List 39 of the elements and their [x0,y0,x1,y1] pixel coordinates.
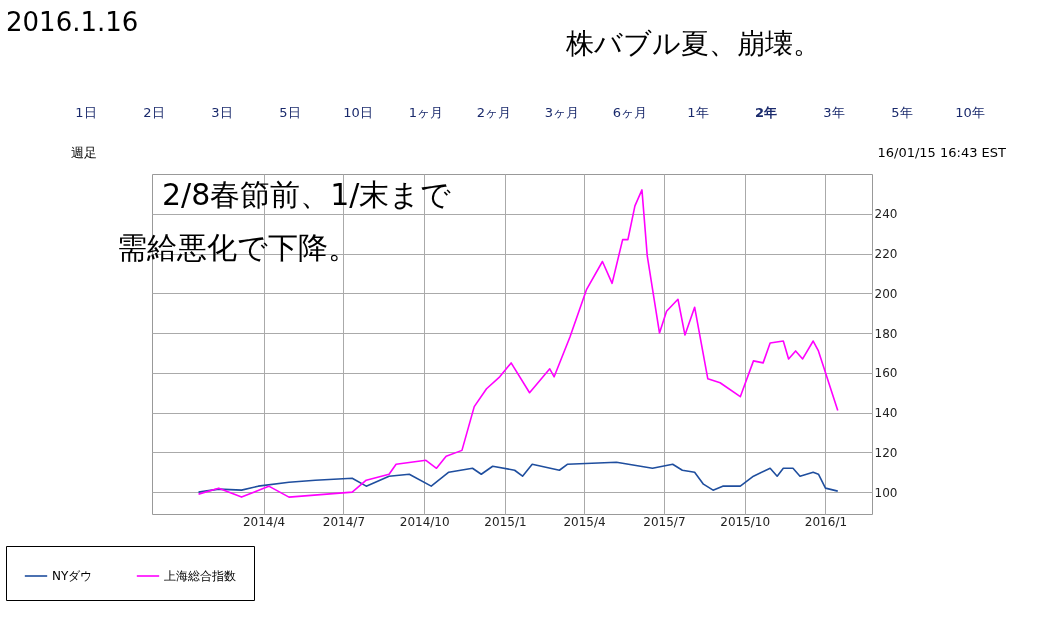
text: 2日 [143,105,165,120]
y-tick-label: 140 [874,406,898,421]
text: 3日 [211,105,233,120]
text: 5年 [891,105,913,120]
text: 5日 [279,105,301,120]
y-tick-label: 180 [874,326,898,341]
x-tick-label: 2016/1 [804,514,848,529]
text: 16/01/15 16:43 EST [877,145,1007,160]
x-tick-label: 2014/10 [399,514,450,529]
y-tick-label: 100 [874,485,898,500]
x-tick-label: 2015/10 [720,514,771,529]
x-tick-label: 2015/7 [643,514,686,529]
text: 1日 [75,105,97,120]
legend-label: 上海総合指数 [164,569,236,583]
y-tick-label: 160 [874,366,898,381]
y-tick-label: 240 [874,207,898,222]
x-tick-label: 2015/1 [484,514,527,529]
annotation: 2/8春節前、1/末まで [162,177,452,212]
line-series [197,461,839,493]
text: 3ヶ月 [544,105,580,120]
text: 2年 [754,105,778,120]
text: 10年 [955,105,985,120]
text: 10日 [343,105,373,120]
y-tick-label: 120 [874,445,898,460]
legend-label: NYダウ [52,569,93,583]
text: 株バブル夏、崩壊。 [565,27,821,60]
annotation: 需給悪化で下降。 [117,230,358,265]
y-tick-label: 200 [874,286,898,301]
x-tick-label: 2014/7 [322,514,366,529]
text: 1ヶ月 [408,105,444,120]
text: 1年 [687,105,709,120]
text: 2016.1.16 [6,7,139,37]
y-tick-label: 220 [874,247,898,262]
text: 週足 [71,145,97,160]
text: 3年 [823,105,845,120]
x-tick-label: 2014/4 [242,514,286,529]
text: 6ヶ月 [612,105,648,120]
x-tick-label: 2015/4 [563,514,606,529]
text: 2ヶ月 [476,105,512,120]
